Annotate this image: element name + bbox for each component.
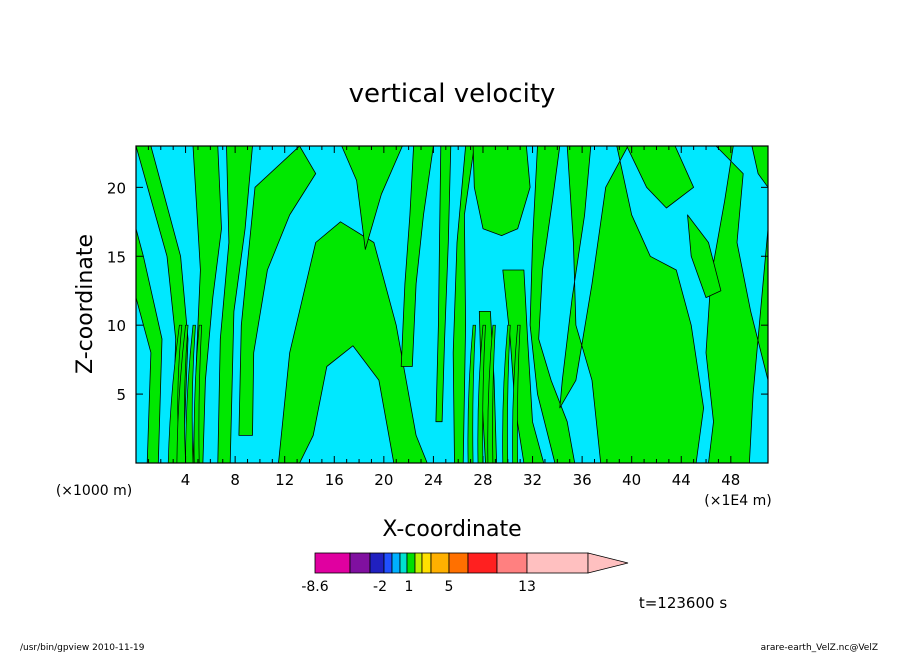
colorbar-swatch — [369, 552, 385, 574]
time-label: t=123600 s — [639, 594, 727, 612]
x-tick-label: 24 — [424, 471, 443, 489]
y-tick-label: 10 — [107, 317, 126, 335]
x-tick-label: 12 — [275, 471, 294, 489]
y-tick-label: 20 — [107, 179, 126, 197]
contour-filament — [502, 324, 511, 463]
colorbar-swatch — [430, 552, 450, 574]
contour-band — [452, 146, 475, 463]
x-tick-label: 20 — [374, 471, 393, 489]
contour-band — [400, 146, 434, 367]
colorbar-swatch — [314, 552, 351, 574]
colorbar-swatch — [526, 552, 589, 574]
contour-band — [217, 146, 253, 463]
x-unit-left: (×1000 m) — [56, 483, 132, 499]
contour-band — [472, 146, 531, 236]
contour-filament — [185, 324, 196, 463]
colorbar-label: -2 — [373, 579, 387, 595]
contour-band — [705, 146, 768, 463]
colorbar-swatch — [448, 552, 469, 574]
x-axis-ticks: 4 8 12 16 20 24 28 32 36 40 44 48 — [147, 146, 740, 489]
contour-band — [559, 146, 704, 463]
y-axis-ticks: 5 10 15 20 — [107, 179, 768, 404]
contour-band — [529, 146, 576, 463]
plot-area — [136, 146, 768, 463]
colorbar-label: 5 — [445, 579, 454, 595]
x-tick-label: 40 — [622, 471, 641, 489]
y-tick-label: 5 — [116, 386, 126, 404]
x-axis-label: X-coordinate — [382, 517, 521, 542]
chart-title: vertical velocity — [349, 79, 556, 109]
x-tick-label: 4 — [181, 471, 191, 489]
contour-bands — [136, 146, 768, 463]
footer-left: /usr/bin/gpview 2010-11-19 — [20, 643, 145, 653]
contour-band — [136, 228, 163, 463]
x-tick-label: 32 — [523, 471, 542, 489]
contour-band — [626, 146, 694, 209]
colorbar-swatch — [467, 552, 498, 574]
colorbar-swatch — [391, 552, 401, 574]
contour-filament — [477, 324, 486, 463]
contour-band — [192, 146, 222, 463]
colorbar-swatch — [349, 552, 371, 574]
x-tick-label: 44 — [672, 471, 691, 489]
contour-filament — [193, 324, 203, 463]
x-tick-label: 48 — [721, 471, 740, 489]
y-axis-label: Z-coordinate — [73, 234, 98, 374]
contour-filament — [467, 324, 476, 463]
contour-filament — [487, 324, 496, 463]
contour-filament — [176, 324, 189, 463]
contour-band — [435, 146, 452, 423]
x-tick-label: 8 — [230, 471, 240, 489]
colorbar-swatch — [414, 552, 423, 574]
colorbar-labels: -8.6 -2 1 5 13 — [301, 579, 536, 595]
contour-band — [278, 221, 428, 463]
colorbar-swatch — [496, 552, 528, 574]
colorbar-swatch — [399, 552, 408, 574]
colorbar-label: 13 — [518, 579, 536, 595]
contour-band — [238, 146, 317, 436]
contour-band — [687, 214, 722, 298]
colorbar-swatch — [383, 552, 393, 574]
contour-band — [751, 146, 768, 188]
colorbar — [314, 552, 629, 574]
x-tick-label: 36 — [573, 471, 592, 489]
colorbar-swatch — [421, 552, 432, 574]
y-tick-label: 15 — [107, 248, 126, 266]
colorbar-swatch — [406, 552, 416, 574]
contour-band — [502, 269, 545, 463]
contour-filament — [512, 324, 521, 463]
x-tick-label: 28 — [473, 471, 492, 489]
colorbar-arrow — [587, 552, 629, 574]
colorbar-label: -8.6 — [301, 579, 328, 595]
x-unit-right: (×1E4 m) — [704, 493, 771, 509]
footer-right: arare-earth_VelZ.nc@VelZ — [761, 643, 878, 653]
plot-frame — [135, 145, 769, 464]
contour-band — [341, 146, 403, 250]
colorbar-label: 1 — [405, 579, 414, 595]
x-tick-label: 16 — [325, 471, 344, 489]
